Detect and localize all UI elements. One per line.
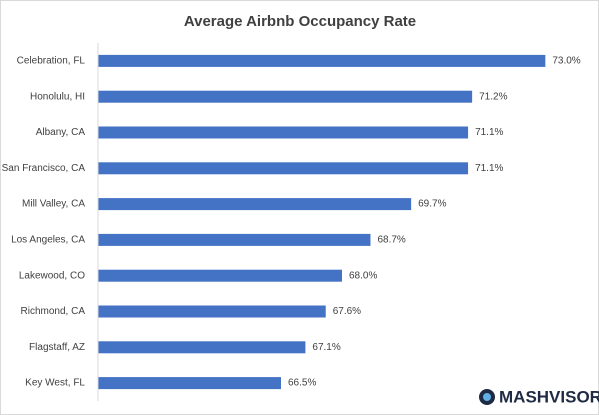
- logo: MASHVISOR: [499, 387, 599, 406]
- data-label: 68.0%: [349, 270, 377, 281]
- bar: [98, 305, 326, 318]
- y-tick-label: Key West, FL: [25, 378, 85, 389]
- data-label: 68.7%: [377, 235, 405, 246]
- data-label: 71.1%: [475, 127, 503, 138]
- y-tick-label: Honolulu, HI: [30, 91, 85, 102]
- bar: [98, 198, 412, 211]
- data-label: 66.5%: [288, 378, 316, 389]
- bar: [98, 54, 546, 67]
- logo-icon: [479, 389, 495, 405]
- data-label: 73.0%: [552, 56, 580, 67]
- data-label: 71.1%: [475, 163, 503, 174]
- bar: [98, 90, 473, 103]
- bar: [98, 269, 342, 282]
- data-label: 69.7%: [418, 199, 446, 210]
- y-tick-label: Los Angeles, CA: [11, 235, 85, 246]
- y-tick-label: Albany, CA: [36, 127, 86, 138]
- y-tick-label: Celebration, FL: [17, 56, 86, 67]
- y-tick-label: Mill Valley, CA: [22, 199, 85, 210]
- bar: [98, 377, 281, 390]
- y-tick-label: Flagstaff, AZ: [29, 342, 85, 353]
- y-tick-label: Richmond, CA: [21, 306, 86, 317]
- chart-title: Average Airbnb Occupancy Rate: [184, 13, 416, 30]
- y-tick-label: San Francisco, CA: [2, 163, 86, 174]
- data-label: 71.2%: [479, 91, 507, 102]
- bar: [98, 341, 306, 354]
- bar: [98, 126, 469, 139]
- bar: [98, 162, 469, 175]
- data-label: 67.6%: [333, 306, 361, 317]
- bar: [98, 233, 371, 246]
- data-label: 67.1%: [312, 342, 340, 353]
- y-tick-label: Lakewood, CO: [19, 270, 85, 281]
